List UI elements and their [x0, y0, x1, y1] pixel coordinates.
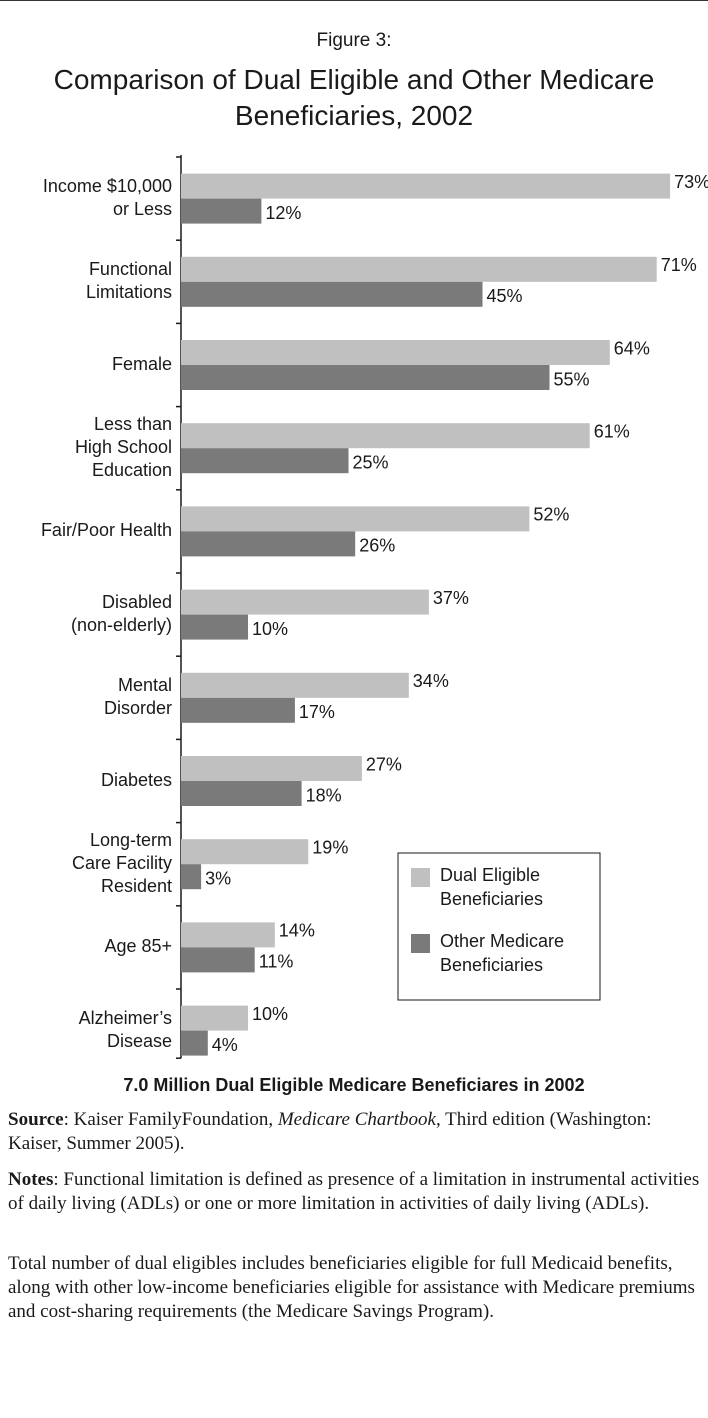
- total-note: Total number of dual eligibles includes …: [8, 1253, 695, 1322]
- category-label: Mental: [118, 675, 172, 695]
- chart: Income $10,000 or Less 73% 12% Functional Lim…: [41, 155, 708, 1059]
- value-label: 45%: [487, 286, 523, 306]
- value-label: 61%: [594, 421, 630, 441]
- bar: [181, 864, 202, 890]
- value-label: 52%: [533, 505, 569, 525]
- legend-box: [397, 852, 601, 1001]
- bar: [181, 340, 610, 365]
- legend-label: Other Medicare Beneficiaries: [440, 931, 565, 975]
- value-label: 73%: [674, 172, 708, 192]
- category-label: Less than: [94, 414, 172, 434]
- bar: [181, 922, 275, 948]
- value-label: 27%: [366, 754, 402, 774]
- category-label: Long-term: [90, 830, 172, 850]
- category-label: Diabetes: [101, 770, 172, 790]
- bar: [181, 947, 255, 973]
- legend-entry: Other Medicare Beneficiaries: [440, 931, 565, 975]
- bar: [181, 198, 262, 224]
- notes-label: Notes: [8, 1169, 54, 1190]
- notes-text: : Functional limitation is defined as pr…: [8, 1169, 700, 1214]
- category-label: Functional: [89, 259, 172, 279]
- category-label: Disabled: [102, 592, 172, 612]
- value-label: 4%: [212, 1035, 238, 1055]
- legend-entry: Dual Eligible Beneficiaries: [440, 865, 544, 909]
- chart-footer: 7.0 Million Dual Eligible Medicare Benef…: [123, 1075, 585, 1095]
- figure-label: Figure 3:: [316, 30, 392, 51]
- bar: [181, 506, 530, 532]
- source-text: : Kaiser FamilyFoundation,: [63, 1109, 278, 1130]
- bar: [181, 1030, 208, 1056]
- bar: [181, 614, 248, 640]
- category-label: (non-elderly): [71, 615, 172, 635]
- bar: [181, 423, 590, 449]
- category-label: Fair/Poor Health: [41, 520, 172, 540]
- category-label: Limitations: [86, 282, 172, 302]
- notes: Notes: Functional limitation is defined …: [8, 1168, 702, 1216]
- value-label: 37%: [433, 588, 469, 608]
- category-label: Age 85+: [104, 936, 172, 956]
- category-label: Education: [92, 460, 172, 480]
- value-label: 10%: [252, 1004, 288, 1024]
- category-label: Disease: [107, 1031, 172, 1051]
- value-label: 3%: [205, 868, 231, 888]
- value-label: 71%: [661, 255, 697, 275]
- top-rule: [0, 0, 708, 1]
- bar: [181, 697, 295, 723]
- value-label: 64%: [614, 338, 650, 358]
- category-label: Income $10,000: [43, 176, 172, 196]
- bar: [181, 1005, 248, 1031]
- value-label: 10%: [252, 619, 288, 639]
- category-label: Care Facility: [72, 853, 172, 873]
- legend-swatch: [411, 868, 430, 887]
- value-label: 18%: [306, 785, 342, 805]
- bar: [181, 589, 429, 615]
- bar: [181, 756, 362, 781]
- chart-title: Comparison of Dual Eligible and Other Me…: [53, 64, 655, 131]
- value-label: 25%: [353, 452, 389, 472]
- bar: [181, 281, 483, 307]
- source-title: Medicare Chartbook: [277, 1109, 436, 1130]
- category-label: High School: [75, 437, 172, 457]
- bar: [181, 365, 550, 390]
- bar: [181, 839, 309, 865]
- source-text: , Third edition (Washington: Kaiser, Sum…: [8, 1109, 652, 1154]
- category-label: or Less: [113, 199, 172, 219]
- source-note: Source: Kaiser FamilyFoundation, Medicar…: [8, 1108, 702, 1156]
- source-label: Source: [8, 1109, 64, 1130]
- bar: [181, 448, 349, 474]
- bar: [181, 672, 409, 698]
- bar: [181, 256, 657, 282]
- legend-label: Dual Eligible Beneficiaries: [440, 865, 544, 909]
- value-label: 11%: [259, 952, 294, 972]
- category-label: Resident: [101, 876, 172, 896]
- value-label: 12%: [265, 203, 301, 223]
- value-label: 17%: [299, 702, 335, 722]
- bar: [181, 781, 302, 806]
- value-label: 26%: [359, 536, 395, 556]
- bar: [181, 531, 356, 557]
- bar: [181, 173, 671, 199]
- value-label: 19%: [312, 837, 348, 857]
- value-label: 34%: [413, 671, 449, 691]
- category-label: Female: [112, 354, 172, 374]
- value-label: 14%: [279, 921, 315, 941]
- value-label: 55%: [554, 369, 590, 389]
- category-label: Alzheimer’s: [79, 1008, 172, 1028]
- category-label: Disorder: [104, 698, 172, 718]
- legend-swatch: [411, 934, 430, 953]
